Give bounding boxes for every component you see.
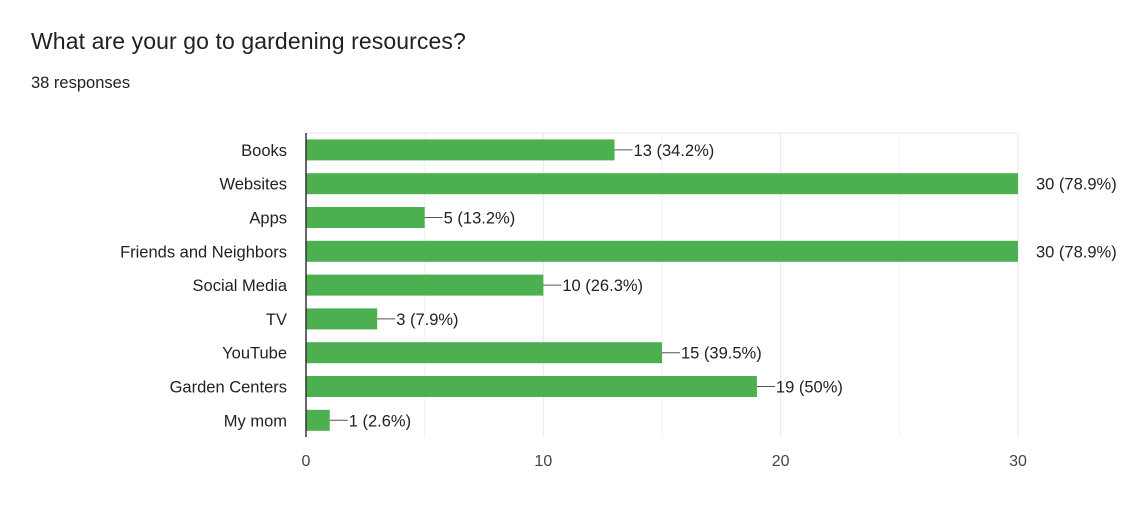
- question-title: What are your go to gardening resources?: [31, 28, 466, 54]
- bar: [306, 240, 1018, 262]
- response-count: 38 responses: [31, 74, 131, 92]
- data-label: 15 (39.5%): [681, 345, 762, 363]
- bar: [306, 139, 615, 161]
- category-label: Friends and Neighbors: [120, 243, 287, 261]
- bar: [306, 274, 544, 296]
- category-label: Apps: [249, 210, 287, 228]
- data-label: 30 (78.9%): [1036, 176, 1117, 194]
- data-label: 30 (78.9%): [1036, 243, 1117, 261]
- bar: [306, 207, 425, 228]
- label-layer: 0 10 20 30 Books 13 (34.2%) Websites 30 (78.9%)…: [120, 142, 1117, 470]
- bar-layer: [306, 139, 1018, 431]
- bar: [306, 409, 330, 431]
- category-label: Websites: [219, 176, 287, 194]
- data-label: 10 (26.3%): [562, 277, 643, 295]
- data-label: 1 (2.6%): [349, 412, 411, 430]
- category-label: Social Media: [193, 277, 288, 295]
- category-label: Garden Centers: [170, 379, 287, 397]
- category-label: TV: [266, 311, 287, 329]
- category-label: Books: [241, 142, 287, 160]
- category-label: My mom: [224, 412, 287, 430]
- data-label: 5 (13.2%): [444, 210, 516, 228]
- data-label: 3 (7.9%): [396, 311, 458, 329]
- x-tick-label: 20: [772, 453, 790, 470]
- bar: [306, 342, 662, 364]
- bar: [306, 376, 757, 397]
- category-label: YouTube: [222, 345, 287, 363]
- x-tick-label: 30: [1009, 453, 1027, 470]
- data-label: 13 (34.2%): [634, 142, 715, 160]
- x-tick-label: 10: [534, 453, 552, 470]
- bar: [306, 308, 378, 330]
- bar: [306, 173, 1018, 195]
- data-label: 19 (50%): [776, 379, 843, 397]
- x-tick-label: 0: [302, 453, 311, 470]
